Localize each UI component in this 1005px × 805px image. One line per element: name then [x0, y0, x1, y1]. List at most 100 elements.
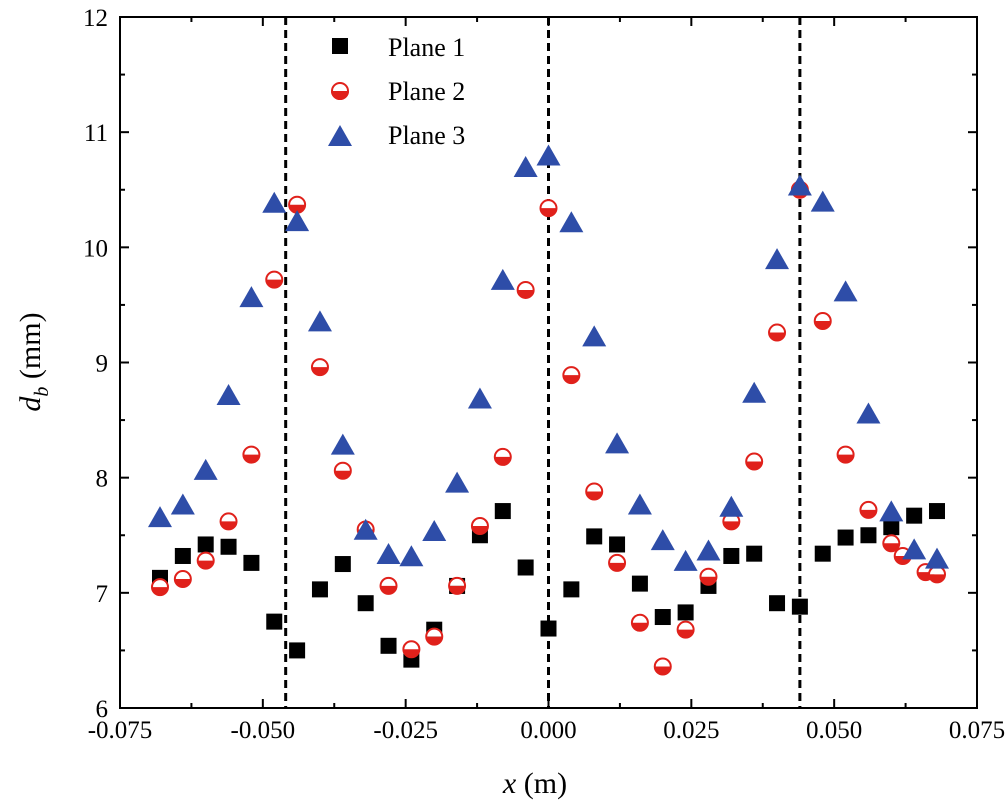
data-point-outline	[745, 452, 764, 471]
data-point	[379, 576, 398, 595]
y-tick-label: 6	[96, 696, 109, 723]
data-point-outline	[516, 280, 535, 299]
data-point-outline	[676, 620, 695, 639]
x-axis-var: x	[502, 767, 517, 800]
axis-ticks	[119, 16, 978, 709]
data-point	[856, 402, 881, 424]
plot-frame	[119, 16, 978, 709]
x-tick-label: 0.000	[520, 717, 576, 744]
data-points	[147, 144, 950, 676]
data-point	[353, 518, 378, 540]
data-point	[742, 381, 767, 403]
y-tick-label: 7	[96, 581, 109, 608]
data-point	[902, 538, 927, 560]
data-point	[813, 312, 832, 331]
data-point	[676, 620, 695, 639]
y-tick-label: 11	[84, 120, 108, 147]
data-point	[879, 500, 904, 522]
y-tick-label: 10	[83, 235, 108, 262]
data-point	[243, 554, 260, 571]
data-point	[239, 286, 264, 308]
data-point	[723, 547, 740, 564]
data-point-outline	[219, 512, 238, 531]
data-point	[631, 575, 648, 592]
data-point	[654, 609, 671, 626]
data-point	[787, 174, 812, 196]
data-point	[536, 144, 561, 166]
data-point	[311, 581, 328, 598]
data-point	[859, 500, 878, 519]
data-point	[220, 538, 237, 555]
data-point	[516, 280, 535, 299]
data-point	[563, 581, 580, 598]
data-point	[150, 578, 169, 597]
data-point-outline	[539, 199, 558, 218]
data-point	[310, 358, 329, 377]
x-tick-label: 0.075	[949, 717, 1005, 744]
data-point-outline	[562, 366, 581, 385]
data-point	[719, 495, 744, 517]
data-point-outline	[150, 578, 169, 597]
data-point	[196, 551, 215, 570]
x-tick-label: -0.050	[231, 717, 296, 744]
y-tick-label: 8	[96, 466, 109, 493]
data-point	[630, 613, 649, 632]
data-point	[357, 595, 374, 612]
data-point	[653, 657, 672, 676]
data-point	[448, 576, 467, 595]
data-point	[883, 519, 900, 536]
data-point	[627, 493, 652, 515]
x-tick-label: 0.050	[806, 717, 862, 744]
data-point	[810, 190, 835, 212]
data-point	[425, 627, 444, 646]
x-tick-label: -0.075	[88, 717, 153, 744]
data-point-outline	[379, 576, 398, 595]
data-point	[768, 323, 787, 342]
data-point	[467, 387, 492, 409]
data-point-outline	[265, 270, 284, 289]
data-point-outline	[813, 312, 832, 331]
y-axis-unit: (mm)	[14, 312, 47, 379]
data-point-outline	[493, 447, 512, 466]
legend-marker-plane-1	[332, 38, 348, 54]
data-point	[422, 519, 447, 541]
data-point-outline	[836, 445, 855, 464]
data-point	[562, 366, 581, 385]
y-tick-label: 12	[83, 5, 108, 32]
data-point	[262, 191, 287, 213]
data-point	[814, 545, 831, 562]
reference-lines	[284, 17, 802, 708]
data-point	[285, 210, 310, 232]
x-tick-label: -0.025	[373, 717, 438, 744]
legend-label-plane-2: Plane 2	[388, 77, 465, 106]
data-point-outline	[402, 640, 421, 659]
data-point	[906, 507, 923, 524]
series-plane-1	[151, 503, 946, 668]
data-point-outline	[630, 613, 649, 632]
data-point	[490, 268, 515, 290]
data-point	[769, 595, 786, 612]
x-tick-label: 0.025	[663, 717, 719, 744]
data-point	[696, 539, 721, 561]
data-point	[399, 545, 424, 567]
data-point-outline	[425, 627, 444, 646]
data-point	[197, 536, 214, 553]
legend-label-plane-1: Plane 1	[388, 33, 465, 62]
data-point-outline	[585, 482, 604, 501]
data-point	[882, 534, 901, 553]
data-point	[677, 604, 694, 621]
data-point	[837, 529, 854, 546]
data-point	[582, 325, 607, 347]
data-point	[539, 199, 558, 218]
data-point	[860, 527, 877, 544]
data-point	[380, 637, 397, 654]
data-point-outline	[882, 534, 901, 553]
data-point	[609, 536, 626, 553]
data-point-outline	[699, 567, 718, 586]
data-point	[791, 598, 808, 615]
data-point	[608, 553, 627, 572]
data-point	[470, 517, 489, 536]
data-point	[833, 280, 858, 302]
data-point	[745, 452, 764, 471]
